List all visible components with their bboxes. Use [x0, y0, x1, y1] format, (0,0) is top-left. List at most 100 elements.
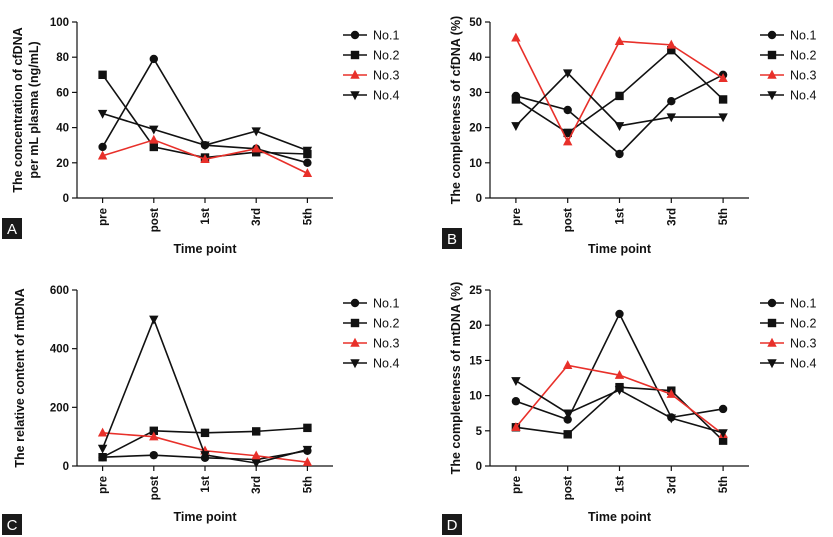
y-axis-label: The relative content of mtDNA [13, 288, 27, 467]
data-point [200, 451, 210, 461]
y-tick-label: 80 [56, 52, 69, 64]
data-point [614, 122, 625, 132]
x-tick-label: pre [98, 476, 110, 494]
legend-marker [767, 50, 777, 60]
chart-panel-a: 0 20 40 60 80 100 pre post 1st 3rd 5th Time point Th… [2, 17, 399, 256]
legend-marker [350, 298, 360, 308]
data-point [718, 73, 728, 83]
panel-label-box [442, 514, 462, 535]
data-point [614, 36, 625, 46]
data-point [149, 125, 159, 135]
x-tick-label: 1st [200, 208, 212, 225]
data-point [149, 431, 159, 441]
data-point [563, 128, 572, 138]
y-tick-label: 20 [56, 158, 69, 170]
data-point [97, 427, 108, 437]
data-point [200, 141, 210, 151]
legend-marker [350, 359, 360, 369]
x-tick-label: 1st [200, 476, 212, 493]
legend-marker [350, 30, 360, 40]
legend-marker [767, 318, 777, 328]
data-point [563, 136, 573, 146]
data-point [302, 146, 313, 156]
legend: No.1 No.2 No.3 No.4 [760, 297, 816, 371]
data-point [303, 158, 312, 167]
y-tick-label: 30 [469, 87, 482, 99]
legend-marker [767, 298, 777, 308]
series-line [515, 74, 724, 156]
y-tick-label: 60 [56, 87, 69, 99]
data-point [563, 430, 572, 439]
y-tick-label: 40 [469, 52, 482, 64]
y-tick-label: 20 [469, 123, 482, 135]
y-tick-label: 400 [50, 344, 69, 356]
legend-marker [767, 337, 777, 347]
data-point [563, 360, 573, 370]
data-point [149, 134, 159, 144]
legend-label: No.1 [790, 29, 816, 43]
data-point [718, 113, 728, 123]
x-tick-label: 1st [615, 208, 627, 225]
series-no-2 [98, 423, 312, 462]
panel-label-box [2, 514, 22, 535]
data-point [98, 453, 107, 462]
chart-panel-b: 0 10 20 30 40 50 pre post 1st 3rd 5th Time point The… [442, 16, 816, 256]
legend-label: No.2 [790, 49, 816, 63]
x-tick-label: pre [511, 208, 523, 226]
legend-marker [350, 318, 360, 328]
x-tick-label: post [563, 476, 575, 500]
data-point [97, 150, 108, 160]
legend-marker [350, 91, 360, 101]
x-tick-label: 3rd [251, 476, 263, 494]
y-axis-label: The completeness of cfDNA (%) [449, 16, 463, 204]
chart-panel-c: 0 200 400 600 pre post 1st 3rd 5th Time point The … [2, 285, 399, 535]
data-point [252, 427, 261, 436]
series-no-3 [511, 32, 728, 146]
data-point [614, 386, 625, 396]
x-tick-label: 3rd [251, 208, 263, 226]
series-no-4 [511, 377, 728, 439]
panel-label: A [7, 221, 17, 238]
data-point [511, 422, 521, 431]
series-no-2 [511, 45, 728, 138]
x-tick-label: post [563, 208, 575, 232]
x-tick-label: pre [511, 476, 523, 494]
data-point [302, 456, 313, 466]
legend: No.1 No.2 No.3 No.4 [760, 29, 816, 103]
data-point [718, 429, 728, 439]
data-point [511, 397, 521, 406]
data-point [149, 54, 158, 64]
data-point [666, 39, 676, 49]
data-point [97, 444, 108, 454]
data-point [615, 309, 624, 319]
y-axis-label: The completeness of mtDNA (%) [449, 282, 463, 475]
x-tick-label: 3rd [666, 476, 678, 494]
data-point [563, 69, 573, 79]
y-tick-label: 200 [50, 402, 69, 414]
data-point [615, 91, 624, 101]
legend-label: No.2 [373, 49, 399, 63]
data-point [666, 113, 676, 123]
x-axis-label: Time point [588, 510, 652, 524]
data-point [149, 426, 158, 435]
y-tick-label: 15 [469, 355, 482, 367]
legend-label: No.3 [790, 69, 816, 83]
legend-marker [350, 69, 360, 79]
legend-label: No.4 [373, 89, 399, 103]
x-tick-label: 3rd [666, 208, 678, 226]
y-tick-label: 0 [476, 193, 482, 205]
data-point [251, 143, 261, 153]
x-tick-label: pre [98, 208, 110, 226]
data-point [200, 154, 210, 163]
legend-label: No.3 [373, 337, 399, 351]
y-tick-label: 10 [469, 391, 482, 403]
y-tick-label: 0 [63, 461, 69, 473]
y-axis-label: per mL plasma (ng/mL) [27, 41, 41, 178]
data-point [302, 445, 313, 455]
data-point [718, 436, 728, 445]
data-point [666, 414, 676, 424]
x-axis-label: Time point [174, 242, 238, 256]
data-point [302, 168, 313, 178]
legend-marker [350, 50, 360, 60]
y-tick-label: 40 [56, 123, 69, 135]
